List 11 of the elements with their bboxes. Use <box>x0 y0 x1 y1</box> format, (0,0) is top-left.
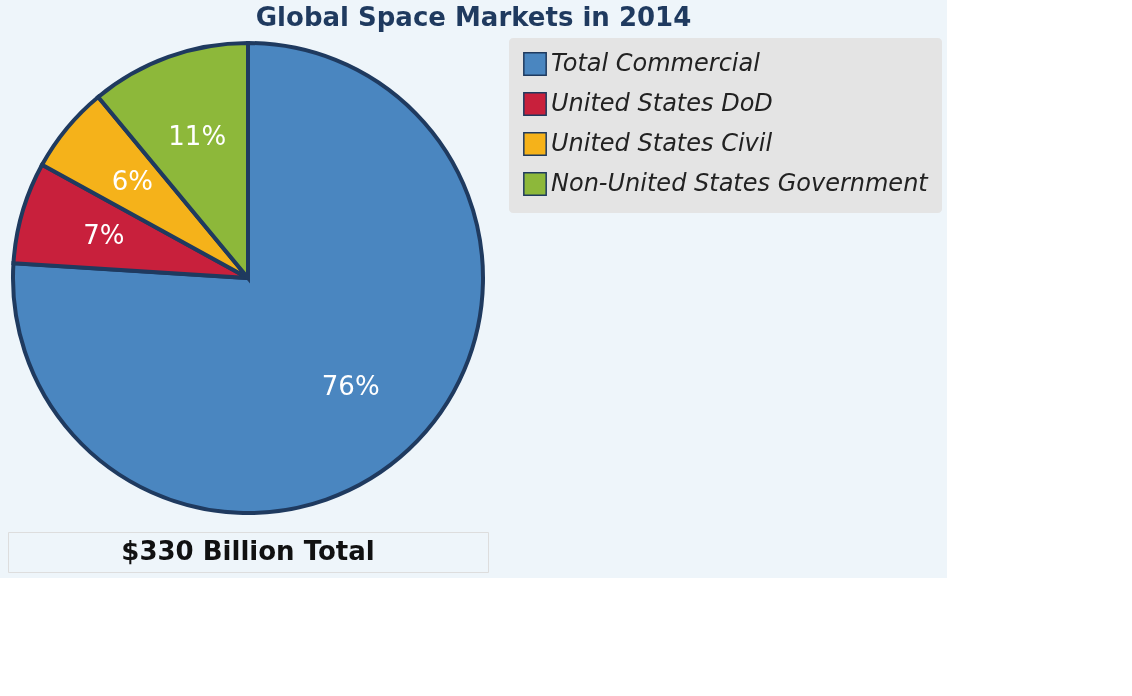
chart-title: Global Space Markets in 2014 <box>255 2 692 32</box>
legend-label: United States Civil <box>551 129 773 157</box>
data-label: 11% <box>168 120 227 151</box>
legend-label: Total Commercial <box>551 49 761 77</box>
data-label: 76% <box>321 371 380 402</box>
data-label: 6% <box>111 166 154 197</box>
data-label: 7% <box>83 220 125 251</box>
legend-label: Non-United States Government <box>551 169 930 197</box>
pie-slice <box>11 41 485 515</box>
text: $330 Billion Total <box>121 536 375 566</box>
legend-label: United States DoD <box>551 89 773 117</box>
